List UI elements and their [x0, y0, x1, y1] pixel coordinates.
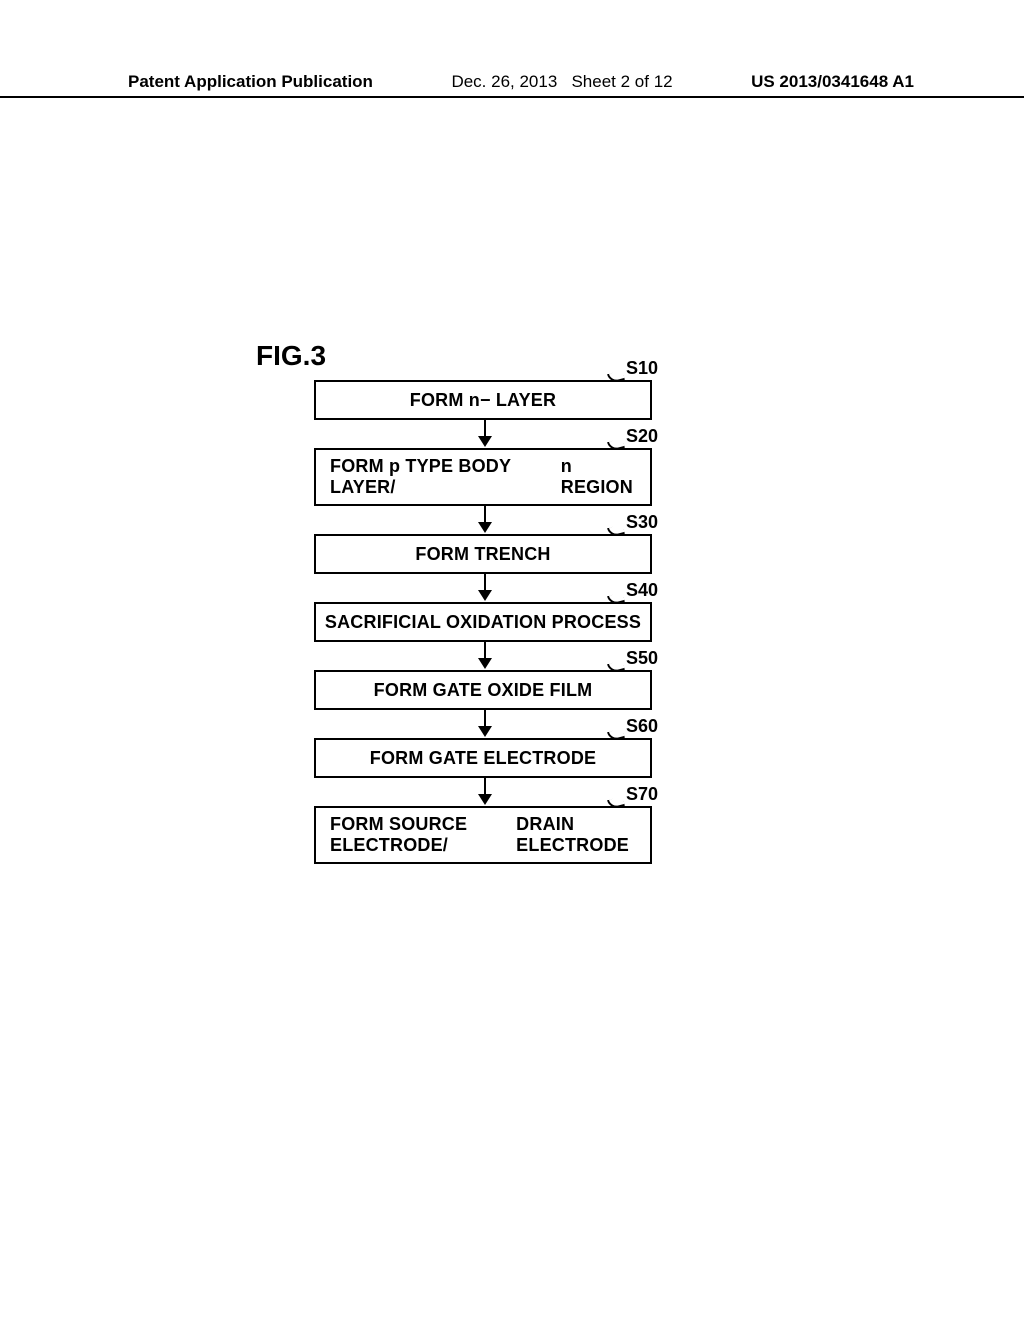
step-box: FORM GATE OXIDE FILM	[314, 670, 652, 710]
flowchart-step: S40SACRIFICIAL OXIDATION PROCESS	[314, 602, 656, 642]
leader-line-icon	[606, 788, 624, 802]
flow-arrow-icon	[478, 778, 492, 806]
leader-line-icon	[606, 362, 624, 376]
flow-arrow-icon	[478, 574, 492, 602]
step-box: FORM TRENCH	[314, 534, 652, 574]
step-id-text: S50	[626, 648, 658, 668]
leader-line-icon	[606, 652, 624, 666]
step-id-text: S70	[626, 784, 658, 804]
step-text-line: FORM GATE OXIDE FILM	[374, 680, 593, 701]
step-id-text: S60	[626, 716, 658, 736]
step-text-line: FORM TRENCH	[415, 544, 550, 565]
flow-arrow-icon	[478, 642, 492, 670]
leader-line-icon	[606, 720, 624, 734]
flowchart-step: S10FORM n− LAYER	[314, 380, 656, 420]
step-id-label: S10	[606, 358, 658, 379]
page-header: Patent Application Publication Dec. 26, …	[0, 72, 1024, 98]
leader-line-icon	[606, 516, 624, 530]
step-text-line: FORM p TYPE BODY LAYER/	[330, 456, 561, 498]
flowchart-step: S50FORM GATE OXIDE FILM	[314, 670, 656, 710]
step-id-text: S10	[626, 358, 658, 378]
flowchart-step: S60FORM GATE ELECTRODE	[314, 738, 656, 778]
step-text-line: SACRIFICIAL OXIDATION PROCESS	[325, 612, 641, 633]
flowchart-step: S30FORM TRENCH	[314, 534, 656, 574]
step-box: FORM GATE ELECTRODE	[314, 738, 652, 778]
step-id-label: S30	[606, 512, 658, 533]
flowchart-step: S70FORM SOURCE ELECTRODE/DRAIN ELECTRODE	[314, 806, 656, 864]
flowchart-step: S20FORM p TYPE BODY LAYER/n REGION	[314, 448, 656, 506]
step-box: FORM p TYPE BODY LAYER/n REGION	[314, 448, 652, 506]
flow-arrow-icon	[478, 506, 492, 534]
step-text-line: FORM SOURCE ELECTRODE/	[330, 814, 516, 856]
leader-line-icon	[606, 430, 624, 444]
step-id-text: S40	[626, 580, 658, 600]
header-row: Patent Application Publication Dec. 26, …	[0, 72, 1024, 92]
step-box: FORM SOURCE ELECTRODE/DRAIN ELECTRODE	[314, 806, 652, 864]
step-id-label: S70	[606, 784, 658, 805]
step-text-line: FORM GATE ELECTRODE	[370, 748, 596, 769]
flowchart-diagram: FIG.3 S10FORM n− LAYERS20FORM p TYPE BOD…	[260, 340, 710, 864]
step-text-line: DRAIN ELECTRODE	[516, 814, 642, 856]
step-box: FORM n− LAYER	[314, 380, 652, 420]
flow-arrow-icon	[478, 420, 492, 448]
step-text-line: FORM n− LAYER	[410, 390, 556, 411]
flow-arrow-icon	[478, 710, 492, 738]
flowchart-steps: S10FORM n− LAYERS20FORM p TYPE BODY LAYE…	[260, 380, 710, 864]
step-id-label: S20	[606, 426, 658, 447]
step-text-line: n REGION	[561, 456, 642, 498]
step-id-text: S30	[626, 512, 658, 532]
step-id-label: S40	[606, 580, 658, 601]
publication-date-sheet: Dec. 26, 2013 Sheet 2 of 12	[451, 72, 672, 92]
step-id-label: S50	[606, 648, 658, 669]
publication-number: US 2013/0341648 A1	[751, 72, 914, 92]
publication-sheet: Sheet 2 of 12	[571, 72, 672, 91]
publication-type: Patent Application Publication	[128, 72, 373, 92]
step-box: SACRIFICIAL OXIDATION PROCESS	[314, 602, 652, 642]
step-id-label: S60	[606, 716, 658, 737]
step-id-text: S20	[626, 426, 658, 446]
leader-line-icon	[606, 584, 624, 598]
publication-date: Dec. 26, 2013	[451, 72, 557, 91]
